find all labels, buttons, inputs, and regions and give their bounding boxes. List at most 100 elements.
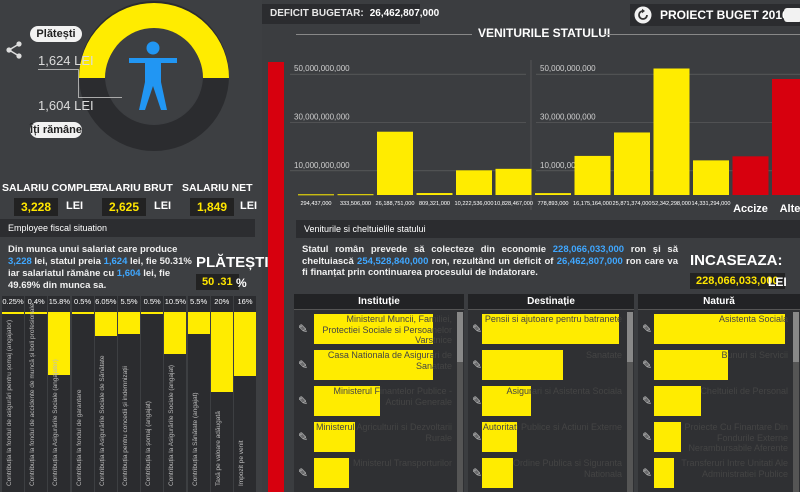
revenue-bar[interactable] — [495, 168, 532, 195]
tax-bar-name: Contribuția la fondul de garantare — [75, 389, 83, 486]
nature-row[interactable]: ✎ Transferuri Intre Unitati Ale Administr… — [638, 456, 800, 490]
deficit-indicator: DEFICIT BUGETAR: 26,462,807,000 — [262, 4, 439, 24]
tax-bar-name: Contribuția pentru concedii și indemniza… — [122, 366, 129, 486]
edit-icon[interactable]: ✎ — [298, 394, 309, 408]
destination-row-label: Ordine Publica si Siguranta Nationala — [512, 458, 622, 479]
collects-value: 228,066,033,000 — [690, 273, 785, 289]
institution-row[interactable]: ✎ Ministerul Agriculturii si Dezvoltarii … — [294, 420, 464, 454]
edit-icon[interactable]: ✎ — [642, 358, 653, 372]
tax-bar[interactable]: 20% Taxă pe valoare adăugată — [210, 296, 233, 492]
tax-bar-fill — [164, 312, 187, 354]
tax-bar-fill — [94, 312, 117, 337]
collects-unit: LEI — [768, 275, 787, 289]
refresh-icon[interactable] — [634, 6, 652, 24]
tax-bar[interactable]: 0.25% Contribuția la fondul de asigurări … — [2, 296, 24, 492]
edit-icon[interactable]: ✎ — [298, 322, 309, 336]
revenue-bar[interactable] — [298, 194, 334, 196]
revenue-expense-heading: Veniturile si cheltuielile statului — [296, 220, 800, 238]
destination-row-bar — [482, 458, 513, 488]
edit-icon[interactable]: ✎ — [472, 430, 483, 444]
tax-bar[interactable]: 10.5% Contribuția la Asigurările Sociale … — [164, 296, 187, 492]
edit-icon[interactable]: ✎ — [642, 394, 653, 408]
tax-bar-fill — [25, 312, 48, 314]
revenue-bar[interactable] — [416, 193, 453, 195]
destination-row-bar — [482, 314, 620, 344]
collects-label: INCASEAZA: — [690, 252, 783, 269]
destination-row[interactable]: ✎ Autoritati Publice si Actiuni Externe — [468, 420, 634, 454]
tax-bar[interactable]: 15.8% Contribuția la Asigurările Sociale … — [48, 296, 71, 492]
institution-header[interactable]: Instituție — [294, 294, 464, 310]
revenue-bar[interactable] — [772, 79, 800, 195]
institution-scrollbar-thumb[interactable] — [457, 312, 463, 362]
institution-row[interactable]: ✎ Casa Nationala de Asigurari de Sanatate — [294, 348, 464, 382]
destination-row[interactable]: ✎ Ordine Publica si Siguranta Nationala — [468, 456, 634, 490]
y-tick-label: 30,000,000,000 — [540, 113, 596, 122]
share-icon[interactable] — [4, 40, 24, 60]
tax-bar-fill — [187, 312, 210, 334]
tax-bar[interactable]: 5.5% Contribuția pentru concedii și indem… — [118, 296, 140, 492]
deficit-value: 26,462,807,000 — [369, 8, 440, 19]
nature-table: Natură ✎ Asistenta Sociala ✎ Bunuri si Serv… — [638, 294, 800, 492]
bar-category-label: 25,871,374,000 — [613, 201, 652, 207]
edit-icon[interactable]: ✎ — [642, 322, 653, 336]
remaining-amount: 1,604 LEI — [38, 98, 94, 113]
revenue-bar[interactable] — [337, 194, 374, 196]
tax-bar-name: Contribuția la fondul de asigurări pentr… — [6, 319, 13, 486]
tax-bar[interactable]: 16% Impozit pe venit — [234, 296, 256, 492]
nature-row[interactable]: ✎ Proiecte Cu Finantare Din Fondurile Ext… — [638, 420, 800, 454]
destination-scrollbar[interactable] — [627, 312, 633, 492]
nature-header[interactable]: Natură — [638, 294, 800, 310]
tax-bar[interactable]: 5.5% Contribuția la Sănătate (angajat) — [187, 296, 210, 492]
tax-bar[interactable]: 0.4% Contribuția la fondul de accidente d… — [25, 296, 48, 492]
revenue-chart: 50,000,000,000 50,000,000,000 30,000,000,0… — [290, 60, 800, 215]
y-tick-label: 30,000,000,000 — [294, 113, 350, 122]
revenue-bar[interactable] — [377, 131, 413, 195]
revenue-bar[interactable] — [732, 156, 769, 195]
destination-header[interactable]: Destinație — [468, 294, 634, 310]
institution-row[interactable]: ✎ Ministerul Transporturilor — [294, 456, 464, 490]
paid-share-value: 50 .31 — [196, 274, 239, 290]
nature-row-bar — [654, 314, 786, 344]
tax-bar[interactable]: 6.05% Contribuția la Asigurările Sociale … — [94, 296, 117, 492]
edit-icon[interactable]: ✎ — [472, 466, 483, 480]
nature-row[interactable]: ✎ Cheltuieli de Personal — [638, 384, 800, 418]
edit-icon[interactable]: ✎ — [472, 394, 483, 408]
nature-scrollbar[interactable] — [793, 312, 799, 492]
tax-bar-name: Contribuția la fondul de accidente de mu… — [29, 303, 37, 486]
paid-amount: 1,624 LEI — [38, 53, 94, 68]
revenue-bar[interactable] — [456, 170, 492, 195]
edit-icon[interactable]: ✎ — [472, 358, 483, 372]
institution-row[interactable]: ✎ Ministerul Finantelor Publice - Actiuni… — [294, 384, 464, 418]
institution-row-bar — [314, 458, 349, 488]
edit-icon[interactable]: ✎ — [298, 430, 309, 444]
destination-row-bar — [482, 422, 517, 452]
destination-row[interactable]: ✎ Asigurari si Asistenta Sociala — [468, 384, 634, 418]
tax-bar-percent: 6.05% — [94, 296, 117, 308]
edit-icon[interactable]: ✎ — [472, 322, 483, 336]
destination-scrollbar-thumb[interactable] — [627, 312, 633, 362]
revenue-bar[interactable] — [535, 193, 571, 195]
nature-row-bar — [654, 386, 701, 416]
menu-toggle-icon[interactable] — [784, 8, 800, 22]
edit-icon[interactable]: ✎ — [642, 466, 653, 480]
destination-row[interactable]: ✎ Sanatate — [468, 348, 634, 382]
tax-bar[interactable]: 0.5% Contribuția la fondul de garantare — [71, 296, 94, 492]
edit-icon[interactable]: ✎ — [298, 358, 309, 372]
revenue-bar[interactable] — [693, 160, 729, 195]
destination-table: Destinație ✎ Pensii si ajutoare pentru ba… — [468, 294, 634, 492]
revenue-bar[interactable] — [574, 155, 611, 195]
institution-row-label: Ministerul Agriculturii si Dezvoltarii R… — [315, 422, 452, 443]
destination-row[interactable]: ✎ Pensii si ajutoare pentru batranete — [468, 312, 634, 346]
institution-row[interactable]: ✎ Ministerul Muncii, Familiei, Protectiei… — [294, 312, 464, 346]
edit-icon[interactable]: ✎ — [298, 466, 309, 480]
edit-icon[interactable]: ✎ — [642, 430, 653, 444]
revenue-bar[interactable] — [614, 132, 650, 195]
nature-row[interactable]: ✎ Asistenta Sociala — [638, 312, 800, 346]
nature-row[interactable]: ✎ Bunuri si Servicii — [638, 348, 800, 382]
revenue-bar[interactable] — [653, 68, 690, 195]
institution-scrollbar[interactable] — [457, 312, 463, 492]
destination-row-bar — [482, 350, 564, 380]
tax-bar[interactable]: 0.5% Contribuția la șomaj (angajat) — [141, 296, 164, 492]
nature-scrollbar-thumb[interactable] — [793, 312, 799, 362]
salary-complete-unit: LEI — [66, 200, 84, 212]
